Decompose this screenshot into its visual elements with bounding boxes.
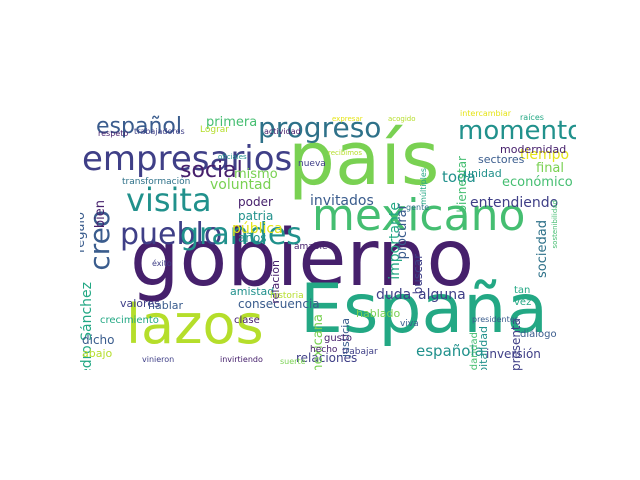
- word-cloud-word: momento: [458, 116, 576, 146]
- word-cloud-word: bien: [93, 200, 108, 229]
- word-cloud-word: buscar: [411, 254, 425, 295]
- word-cloud-word: hablar: [148, 299, 184, 312]
- word-cloud-word: visita: [126, 181, 212, 219]
- word-cloud-word: tan: [514, 285, 531, 296]
- word-cloud-word: trabajar: [342, 347, 378, 357]
- word-cloud-word: grandes: [180, 217, 302, 252]
- word-cloud-word: invitados: [310, 193, 374, 209]
- word-cloud-word: clase: [234, 315, 260, 326]
- word-cloud-word: dicho: [82, 333, 115, 347]
- word-cloud-word: solidaridad: [469, 332, 480, 370]
- word-cloud-word: presidentes: [472, 315, 519, 324]
- word-cloud-word: entendiendo: [470, 195, 559, 211]
- word-cloud-word: español: [96, 114, 182, 139]
- word-cloud-word: gusto: [324, 333, 352, 344]
- word-cloud-word: primera: [206, 115, 258, 130]
- word-cloud-word: regalo: [80, 212, 88, 253]
- word-cloud-word: poder: [238, 195, 273, 209]
- word-cloud-word: hecho: [310, 345, 338, 355]
- word-cloud-word: país: [288, 116, 440, 202]
- word-cloud-word: alguna: [418, 287, 466, 303]
- word-cloud-word: vez: [514, 297, 532, 308]
- word-cloud-word: abajo: [82, 347, 113, 360]
- word-cloud-word: invirtiendo: [220, 355, 263, 364]
- word-cloud-word: unidad: [464, 167, 502, 180]
- word-cloud-word: social: [180, 158, 243, 183]
- word-cloud-word: final: [536, 161, 565, 176]
- word-cloud: gobierno España país lazos mexicano empresari…: [80, 108, 576, 370]
- word-cloud-word: española: [416, 342, 484, 360]
- word-cloud-word: éxito: [152, 259, 172, 268]
- word-cloud-word: viva: [400, 319, 419, 329]
- word-cloud-word: económico: [502, 175, 573, 190]
- word-cloud-word: vinieron: [142, 355, 175, 364]
- word-cloud-word: trabajadores: [134, 127, 185, 136]
- word-cloud-word: inversión: [486, 347, 541, 361]
- word-cloud-word: toda: [442, 168, 476, 186]
- word-cloud-word: amistad: [230, 285, 275, 298]
- word-cloud-word: modernidad: [500, 143, 567, 156]
- word-cloud-word: múltiples: [419, 168, 428, 205]
- word-cloud-word: patria: [238, 209, 274, 223]
- word-cloud-word: pública: [232, 221, 283, 237]
- word-cloud-word: acogido: [388, 115, 416, 123]
- word-cloud-word: España: [300, 270, 548, 349]
- word-cloud-word: respeto: [98, 129, 129, 138]
- word-cloud-word: oficiales: [218, 153, 247, 161]
- word-cloud-word: crecimiento: [100, 315, 159, 326]
- word-cloud-word: gobierno: [130, 214, 475, 304]
- word-cloud-word: transformación: [122, 177, 191, 187]
- word-cloud-word: progreso: [258, 111, 382, 144]
- word-cloud-word: lazos: [126, 293, 264, 356]
- word-cloud-word: actividad: [264, 127, 301, 136]
- word-cloud-word: representa: [509, 318, 523, 370]
- word-cloud-word: hablado: [356, 307, 401, 320]
- word-cloud-word: empresarios: [82, 139, 293, 179]
- word-cloud-word: duda: [376, 287, 412, 303]
- word-cloud-word: expresar: [332, 115, 363, 123]
- word-cloud-word: mexicano: [312, 190, 526, 241]
- word-cloud-word: voluntad: [210, 177, 272, 193]
- word-cloud-word: diálogo: [520, 329, 557, 340]
- word-cloud-word: procurar: [395, 204, 410, 260]
- word-cloud-word: Lograr: [200, 125, 229, 135]
- word-cloud-word: tiempo: [520, 147, 570, 163]
- word-cloud-word: sectores: [478, 153, 525, 166]
- word-cloud-word: raíces: [520, 113, 544, 122]
- word-cloud-word: bienestar: [455, 156, 469, 213]
- word-cloud-word: nueva: [298, 159, 326, 169]
- word-cloud-word: gente: [406, 203, 430, 212]
- word-cloud-word: sociedad: [535, 220, 550, 278]
- word-cloud-word: años: [238, 231, 267, 245]
- word-cloud-word: pueblo: [120, 217, 223, 252]
- word-cloud-word: amable: [294, 242, 328, 252]
- word-cloud-word: relaciones: [296, 351, 358, 365]
- word-cloud-word: valores: [120, 297, 160, 310]
- word-cloud-word: historia: [270, 291, 304, 301]
- word-cloud-word: recibimos: [328, 149, 362, 157]
- word-cloud-word: suerte: [280, 357, 306, 366]
- word-cloud-word: consecuencia: [238, 297, 320, 311]
- word-cloud-word: sostenibilidad: [551, 200, 559, 249]
- word-cloud-word: mismo: [234, 167, 278, 182]
- word-cloud-word: intercambiar: [460, 109, 512, 118]
